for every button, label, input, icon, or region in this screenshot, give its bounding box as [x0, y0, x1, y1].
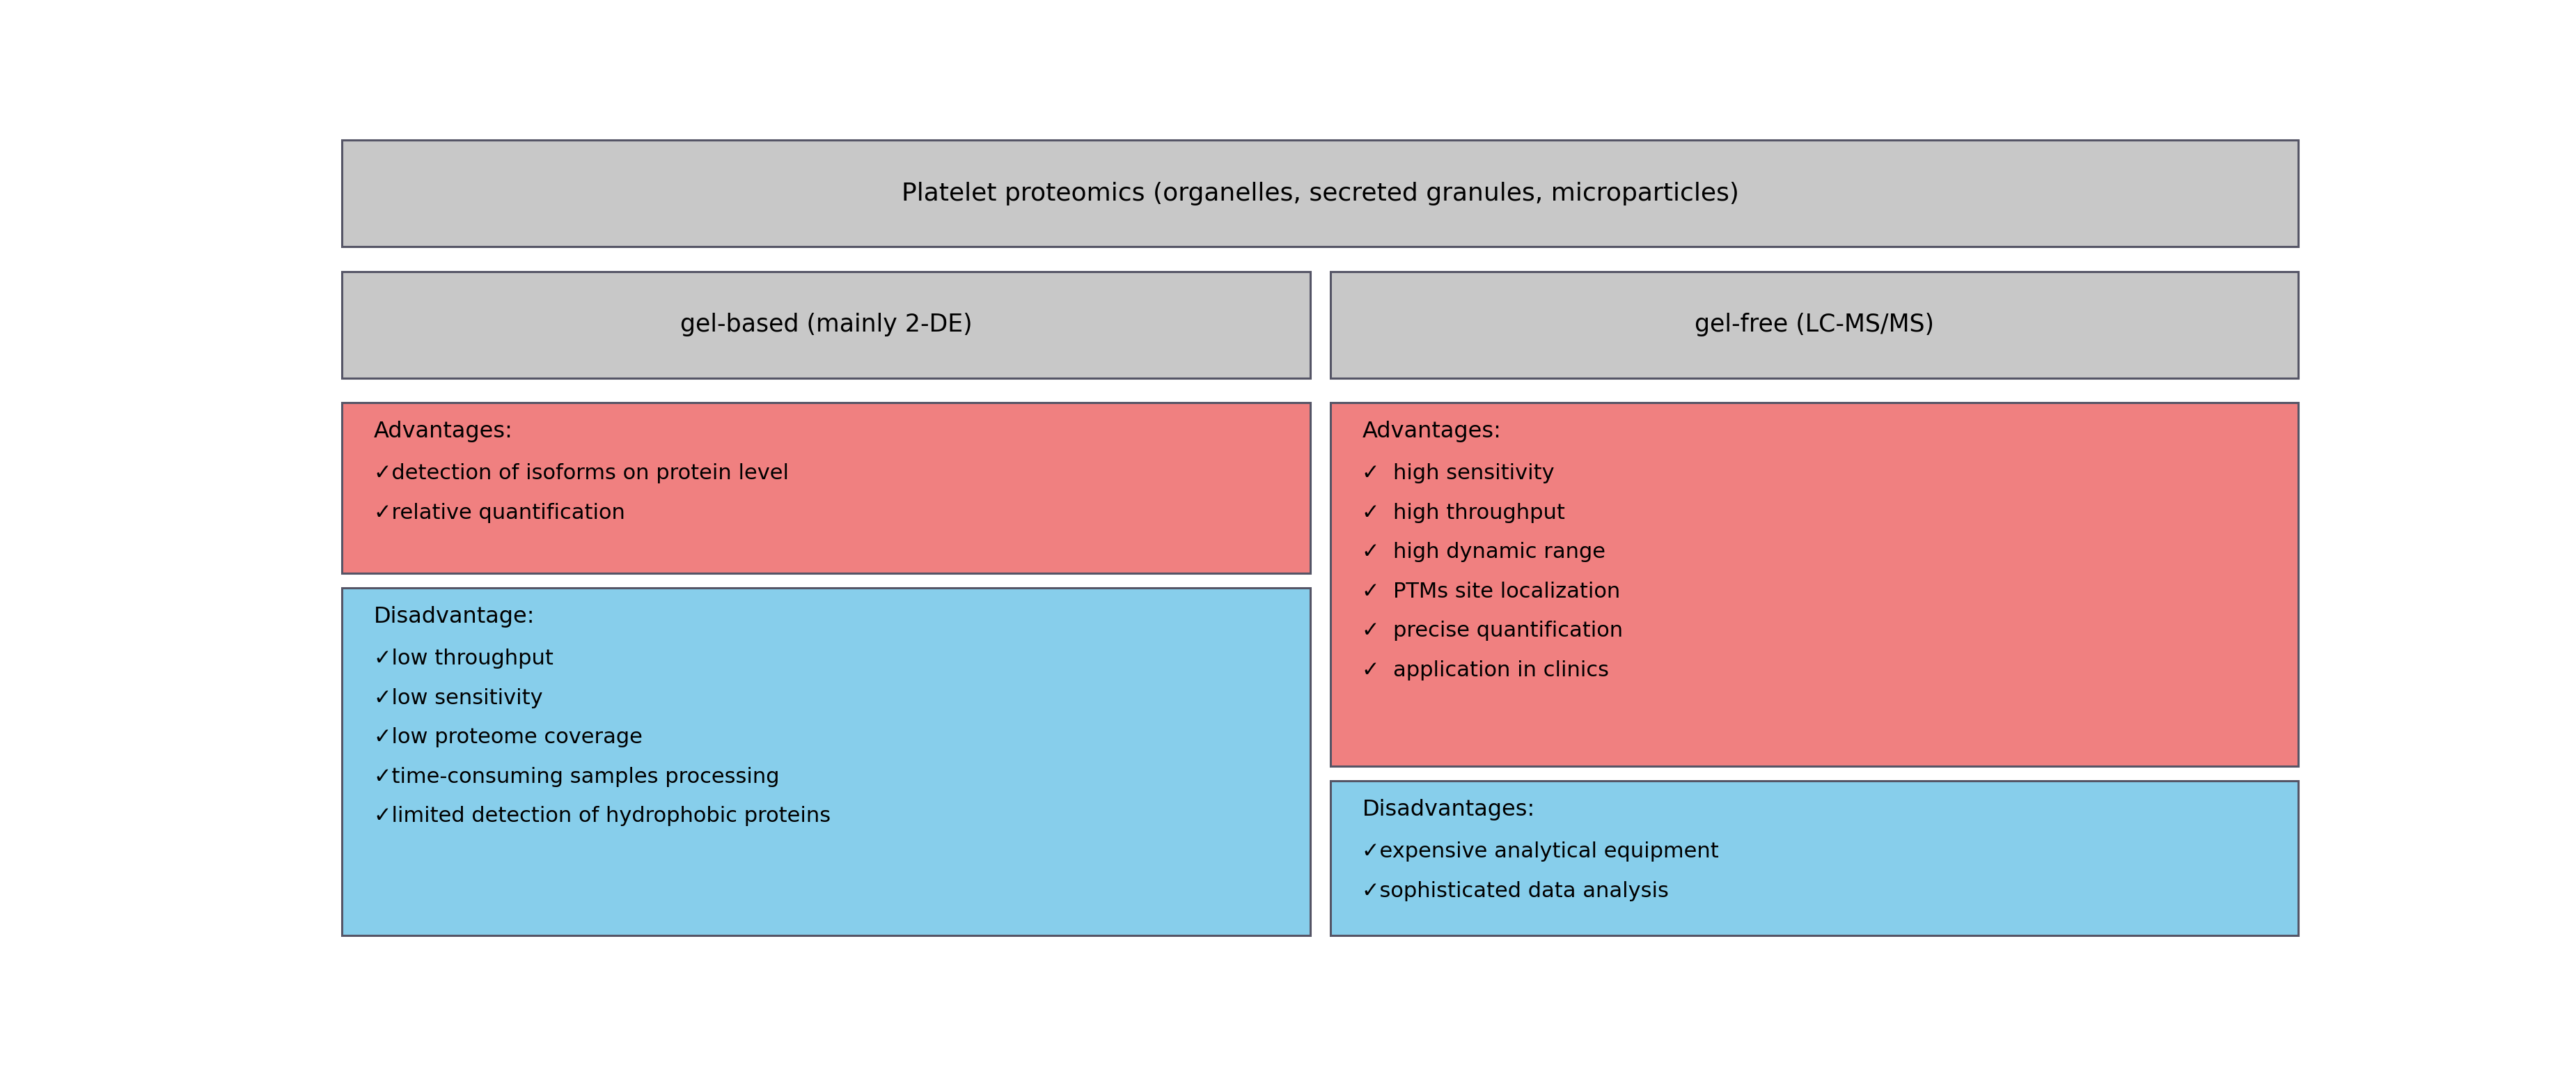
Text: Disadvantages:: Disadvantages: [1363, 799, 1535, 821]
Text: ✓  precise quantification: ✓ precise quantification [1363, 621, 1623, 641]
Text: Advantages:: Advantages: [374, 421, 513, 442]
FancyBboxPatch shape [343, 272, 1311, 378]
FancyBboxPatch shape [343, 403, 1311, 573]
Text: Disadvantage:: Disadvantage: [374, 606, 536, 627]
Text: ✓low proteome coverage: ✓low proteome coverage [374, 727, 641, 748]
FancyBboxPatch shape [343, 141, 2298, 247]
Text: ✓  high throughput: ✓ high throughput [1363, 503, 1566, 523]
FancyBboxPatch shape [1329, 403, 2298, 766]
Text: ✓relative quantification: ✓relative quantification [374, 503, 626, 523]
Text: Platelet proteomics (organelles, secreted granules, microparticles): Platelet proteomics (organelles, secrete… [902, 181, 1739, 206]
Text: ✓  application in clinics: ✓ application in clinics [1363, 660, 1610, 681]
FancyBboxPatch shape [1329, 781, 2298, 935]
Text: gel-based (mainly 2-DE): gel-based (mainly 2-DE) [680, 313, 971, 337]
Text: ✓low throughput: ✓low throughput [374, 649, 554, 669]
Text: ✓detection of isoforms on protein level: ✓detection of isoforms on protein level [374, 463, 788, 484]
Text: ✓low sensitivity: ✓low sensitivity [374, 688, 544, 708]
Text: ✓  high dynamic range: ✓ high dynamic range [1363, 542, 1605, 562]
Text: ✓limited detection of hydrophobic proteins: ✓limited detection of hydrophobic protei… [374, 806, 829, 826]
Text: ✓sophisticated data analysis: ✓sophisticated data analysis [1363, 881, 1669, 901]
Text: ✓expensive analytical equipment: ✓expensive analytical equipment [1363, 841, 1718, 862]
Text: gel-free (LC-MS/MS): gel-free (LC-MS/MS) [1695, 313, 1935, 337]
FancyBboxPatch shape [1329, 272, 2298, 378]
FancyBboxPatch shape [343, 588, 1311, 935]
Text: Advantages:: Advantages: [1363, 421, 1502, 442]
Text: ✓  high sensitivity: ✓ high sensitivity [1363, 463, 1556, 484]
Text: ✓  PTMs site localization: ✓ PTMs site localization [1363, 581, 1620, 602]
Text: ✓time-consuming samples processing: ✓time-consuming samples processing [374, 767, 781, 787]
